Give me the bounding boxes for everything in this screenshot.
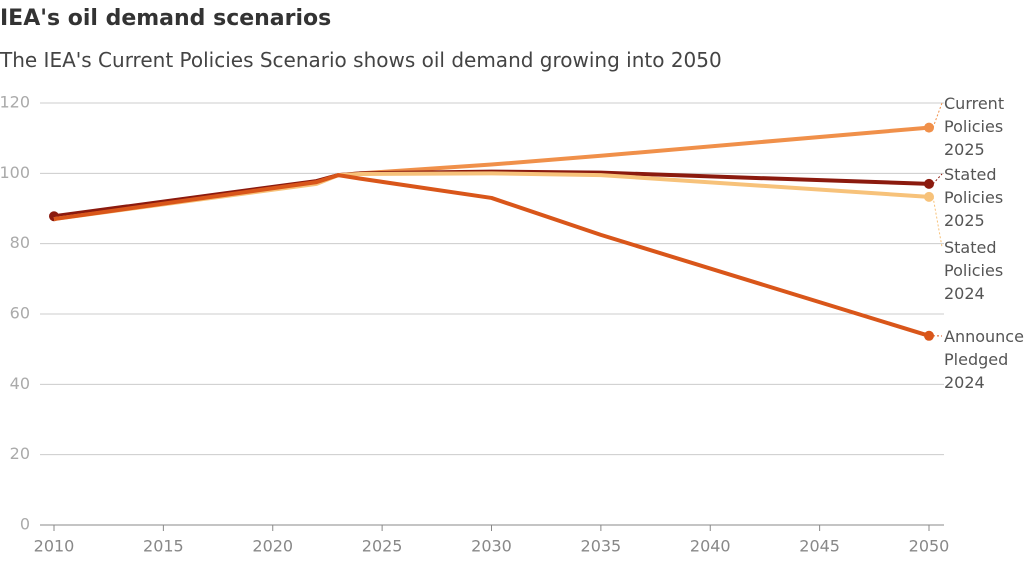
chart-subtitle: The IEA's Current Policies Scenario show… [0,48,722,72]
series-label: Stated Policies 2025 [944,165,1004,230]
series-line [53,169,930,219]
leader [932,102,943,128]
leader [932,196,943,248]
y-tick-label: 20 [10,444,30,463]
y-tick-label: 40 [10,374,30,393]
series-label: Stated Policies 2024 [944,238,1004,303]
x-tick-label: 2025 [362,537,403,556]
leader [932,173,943,185]
x-tick-label: 2020 [252,537,293,556]
x-tick-label: 2015 [143,537,184,556]
y-tick-label: 80 [10,233,30,252]
x-tick-label: 2045 [799,537,840,556]
x-tick-label: 2010 [34,537,75,556]
series-line [53,173,930,338]
y-tick-label: 100 [0,163,30,182]
x-tick-label: 2030 [471,537,512,556]
y-tick-label: 60 [10,304,30,323]
end-dot [924,122,934,133]
series-label: Announced Pledged 2024 [944,327,1024,392]
x-tick-label: 2035 [581,537,622,556]
end-dot [924,191,934,202]
end-dot [924,330,934,341]
x-tick-label: 2050 [909,537,950,556]
end-dot [924,178,934,189]
y-tick-label: 120 [0,93,30,112]
series-label: Current Policies 2025 [944,94,1005,159]
y-tick-label: 0 [20,515,30,534]
x-tick-label: 2040 [690,537,731,556]
chart-title: IEA's oil demand scenarios [0,6,332,31]
